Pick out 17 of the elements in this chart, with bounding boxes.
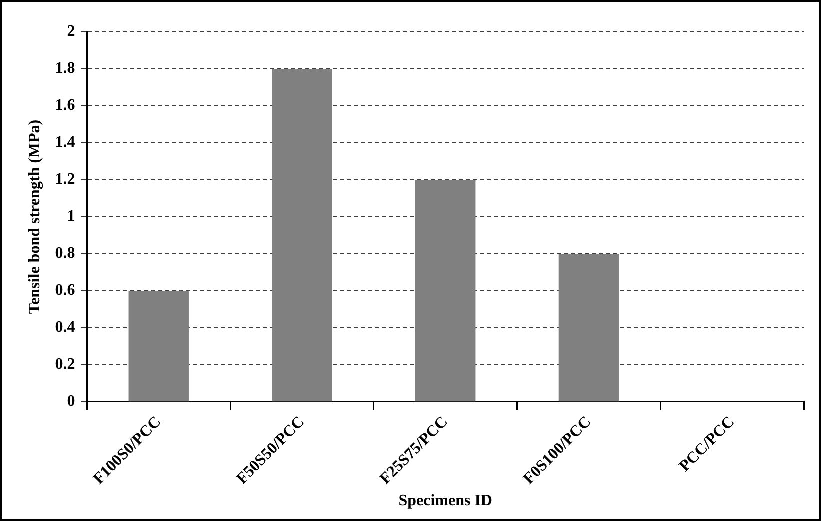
y-axis-title: Tensile bond strength (MPa) [26,120,44,314]
y-tick-label: 0 [67,393,76,410]
y-tick-label: 0.8 [55,245,76,262]
y-tick-label: 2 [67,23,76,40]
y-tick-label: 0.4 [55,319,76,336]
y-tick-label: 1 [67,208,76,226]
x-axis-title: Specimens ID [398,492,492,510]
y-tick-label: 1.6 [55,97,76,114]
y-tick-label: 0.6 [55,282,76,300]
y-tick-label: 0.2 [55,356,76,374]
bar [128,291,189,402]
y-tick-label: 1.2 [55,171,76,188]
y-tick-label: 1.8 [55,60,76,78]
bar [272,69,332,402]
y-tick-label: 1.4 [55,134,76,152]
bar [558,254,620,402]
bar [415,180,476,402]
